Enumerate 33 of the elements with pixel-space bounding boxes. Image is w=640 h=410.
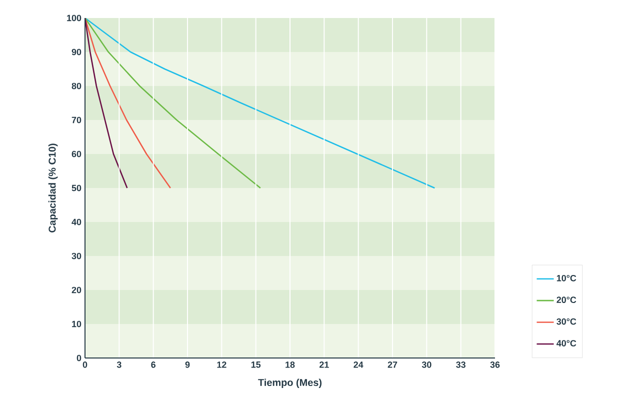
x-tick-label: 33: [456, 362, 466, 368]
y-tick-label: 100: [67, 14, 82, 22]
legend-label: 40°C: [556, 340, 576, 346]
x-tick-label: 6: [151, 362, 156, 368]
x-tick-label: 18: [286, 362, 295, 368]
x-tick-label: 3: [116, 362, 122, 368]
x-tick-label: 15: [251, 362, 261, 368]
x-tick-label: 27: [388, 362, 398, 368]
x-tick-label: 12: [217, 362, 226, 368]
y-tick-label: 80: [72, 82, 82, 90]
y-axis-title: Capacidad (% C10): [48, 144, 58, 232]
y-tick-label: 60: [72, 150, 82, 158]
y-tick-label: 50: [72, 184, 82, 192]
x-tick-label: 30: [422, 362, 432, 368]
y-tick-label: 10: [72, 320, 82, 328]
x-tick-label: 36: [490, 362, 500, 368]
x-tick-label: 9: [185, 362, 190, 368]
legend-label: 10°C: [556, 274, 576, 282]
line-series: [85, 18, 172, 189]
x-tick-label: 24: [354, 362, 364, 368]
line-series: [85, 18, 262, 189]
y-tick-label: 70: [72, 116, 82, 124]
y-tick-label: 30: [72, 252, 82, 260]
y-tick-label: 20: [72, 286, 82, 294]
legend-label: 30°C: [556, 318, 576, 325]
y-tick-label: 90: [72, 48, 82, 56]
line-series: [85, 18, 128, 189]
y-tick-label: 0: [76, 354, 82, 362]
x-tick-label: 21: [319, 362, 329, 368]
x-axis-title: Tiempo (Mes): [258, 378, 322, 388]
x-tick-label: 0: [82, 362, 88, 368]
legend-label: 20°C: [556, 296, 576, 304]
y-tick-label: 40: [72, 218, 82, 226]
